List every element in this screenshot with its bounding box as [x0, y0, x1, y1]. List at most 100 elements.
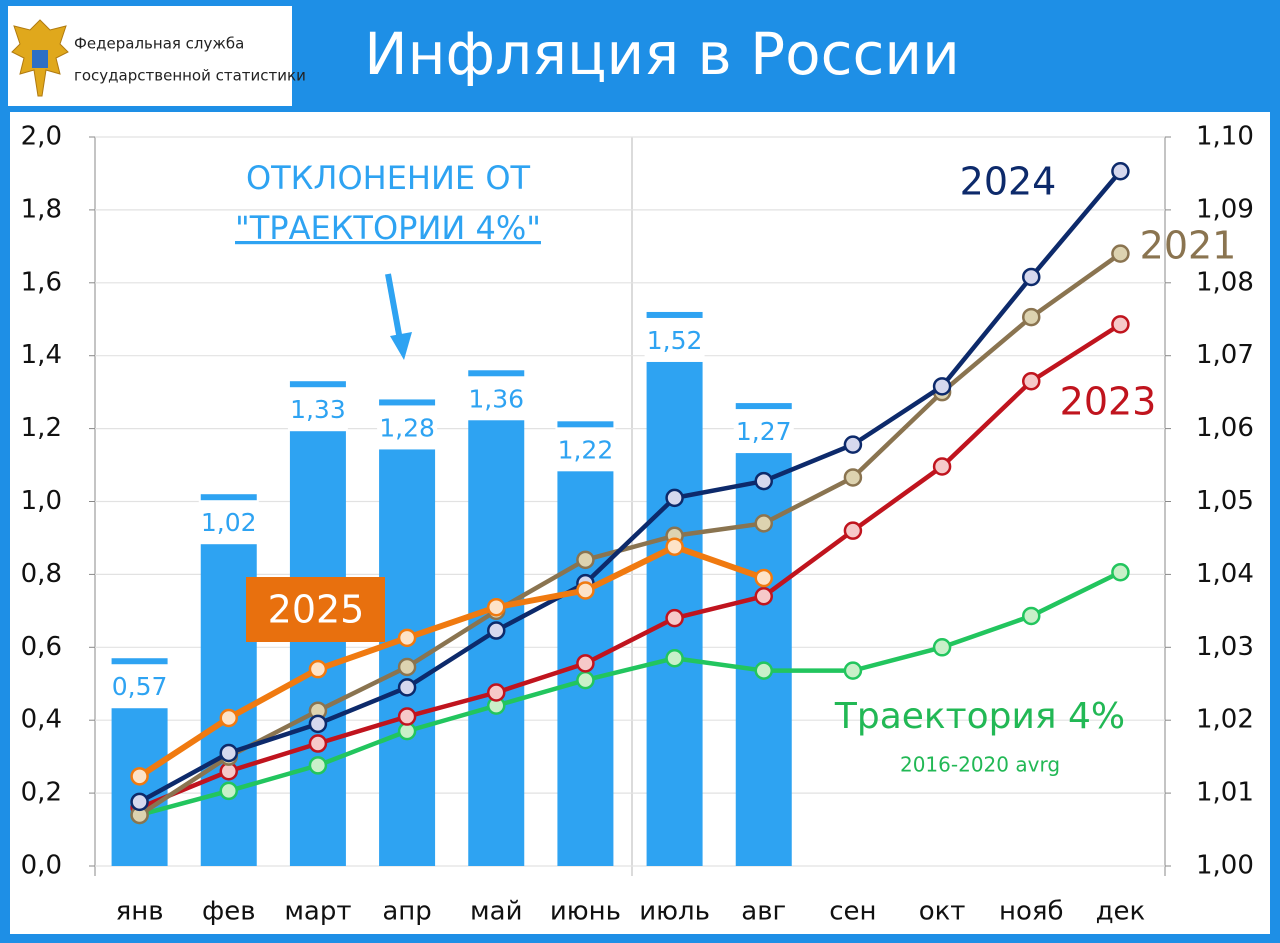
bar-value-label: 1,02: [201, 508, 257, 537]
x-tick-label: окт: [919, 897, 966, 927]
y2-tick-label: 1,10: [1196, 122, 1254, 152]
point: [665, 608, 684, 628]
point: [843, 661, 863, 680]
org-name: Федеральная служба: [74, 35, 244, 53]
point: [397, 707, 417, 726]
point: [843, 521, 863, 540]
arrow: [385, 273, 412, 360]
x-tick-label: июль: [639, 897, 710, 927]
label-knockout: [287, 387, 348, 432]
point: [130, 792, 149, 812]
label-knockout: [466, 376, 527, 421]
point: [308, 734, 328, 753]
y-tick-label: 1,2: [21, 413, 62, 443]
bar-value-label: 1,33: [290, 395, 346, 424]
y2-tick-label: 1,08: [1196, 267, 1254, 297]
point: [130, 767, 149, 786]
point: [932, 377, 952, 396]
y2-tick-label: 1,04: [1196, 559, 1254, 589]
x-tick-label: авг: [741, 897, 786, 927]
point: [1111, 315, 1130, 334]
line: [138, 570, 1122, 818]
label-knockout: [377, 405, 438, 450]
point: [754, 514, 773, 533]
point: [843, 468, 863, 487]
point: [665, 488, 684, 508]
point: [1111, 562, 1130, 582]
point: [487, 683, 506, 702]
series-label: 2025: [268, 588, 365, 632]
point: [1111, 244, 1130, 263]
y2-tick-label: 1,01: [1196, 778, 1254, 808]
point: [843, 435, 863, 454]
point: [1111, 162, 1130, 181]
y2-tick-label: 1,03: [1196, 632, 1254, 662]
x-tick-label: дек: [1096, 897, 1146, 927]
point: [754, 471, 773, 491]
y2-tick-label: 1,00: [1196, 851, 1254, 881]
series-label: 2024: [960, 160, 1057, 204]
point: [397, 657, 417, 677]
y-tick-label: 0,2: [21, 778, 62, 808]
y-tick-label: 1,4: [21, 340, 62, 370]
bar-value-label: 1,28: [379, 413, 435, 442]
line: [138, 251, 1122, 817]
label-knockout: [198, 500, 259, 545]
y-tick-label: 1,8: [21, 194, 62, 224]
bar: [557, 421, 614, 866]
annotation: "ТРАЕКТОРИИ 4%": [235, 209, 541, 247]
point: [308, 714, 328, 734]
chart-title: Инфляция в России: [364, 20, 960, 88]
point: [576, 670, 595, 690]
y-tick-label: 0,0: [21, 851, 62, 881]
y2-tick-label: 1,02: [1196, 705, 1254, 735]
point: [665, 537, 684, 556]
bar: [646, 311, 703, 867]
y2-tick-label: 1,07: [1196, 340, 1254, 370]
bar-value-label: 1,22: [558, 435, 614, 464]
y2-tick-label: 1,05: [1196, 486, 1254, 516]
x-tick-label: март: [284, 897, 351, 927]
point: [576, 581, 595, 600]
y-tick-label: 0,4: [21, 705, 62, 735]
line: [137, 543, 765, 779]
point: [397, 678, 417, 697]
label-knockout: [109, 664, 170, 709]
point: [932, 457, 952, 476]
y2-tick-label: 1,06: [1196, 413, 1254, 443]
annotation: 2016-2020 avrg: [900, 753, 1060, 777]
point: [1022, 371, 1041, 391]
point: [1022, 307, 1041, 327]
point: [397, 628, 417, 648]
bar-value-label: 0,57: [112, 672, 168, 701]
point: [487, 621, 506, 640]
series-label: 2023: [1060, 380, 1157, 424]
point: [932, 638, 952, 657]
bar-value-label: 1,36: [468, 384, 524, 413]
x-tick-label: нояб: [999, 897, 1064, 927]
label-knockout: [733, 409, 794, 454]
y-tick-label: 1,6: [21, 267, 62, 297]
point: [1022, 267, 1041, 287]
x-tick-label: сен: [829, 897, 876, 927]
line: [138, 169, 1123, 804]
point: [308, 659, 328, 679]
y2-tick-label: 1,09: [1196, 194, 1254, 224]
x-tick-label: апр: [382, 897, 431, 927]
point: [754, 568, 773, 588]
label-knockout: [555, 427, 616, 472]
point: [576, 654, 595, 673]
label-box: [246, 577, 385, 642]
point: [665, 648, 684, 668]
x-tick-label: янв: [116, 897, 164, 927]
point: [754, 587, 773, 606]
x-tick-label: фев: [202, 897, 256, 927]
point: [219, 743, 238, 763]
bar-value-label: 1,52: [647, 326, 703, 355]
org-name: государственной статистики: [74, 67, 306, 85]
annotation: ОТКЛОНЕНИЕ ОТ: [246, 159, 531, 197]
bar-value-label: 1,27: [736, 417, 792, 446]
bar: [200, 494, 257, 866]
